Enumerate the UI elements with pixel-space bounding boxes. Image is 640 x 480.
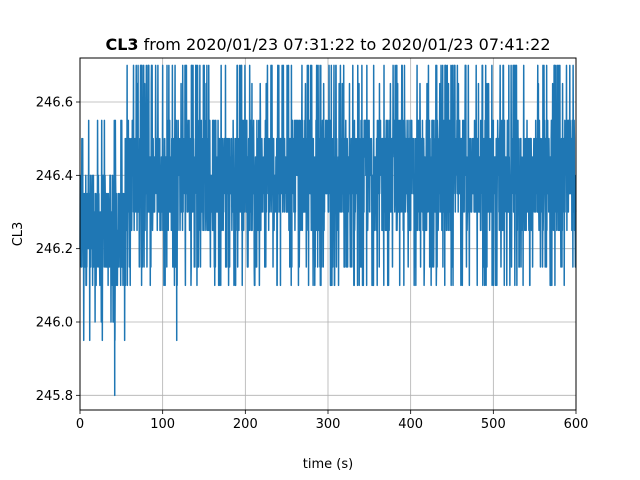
chart-title-bold: CL3 [105,35,138,54]
x-ticks: 0 100 200 300 400 500 600 [76,410,589,432]
y-axis-label: CL3 [11,222,26,247]
x-tick-label: 600 [564,417,589,432]
y-tick-label: 246.4 [36,169,73,184]
y-tick-label: 246.6 [36,96,73,111]
series-layer [79,64,577,397]
y-tick-label: 246.2 [36,242,73,257]
y-tick-label: 246.0 [36,316,73,331]
chart-title: CL3 from 2020/01/23 07:31:22 to 2020/01/… [105,35,550,54]
x-tick-label: 500 [481,417,506,432]
chart-title-rest: from 2020/01/23 07:31:22 to 2020/01/23 0… [139,35,551,54]
x-tick-label: 0 [76,417,84,432]
x-tick-label: 400 [398,417,423,432]
x-tick-label: 100 [150,417,175,432]
y-ticks: 245.8 246.0 246.2 246.4 246.6 [36,96,80,404]
x-tick-label: 300 [316,417,341,432]
y-tick-label: 245.8 [36,389,73,404]
x-tick-label: 200 [233,417,258,432]
series-line [79,64,577,397]
x-axis-label: time (s) [303,457,353,472]
